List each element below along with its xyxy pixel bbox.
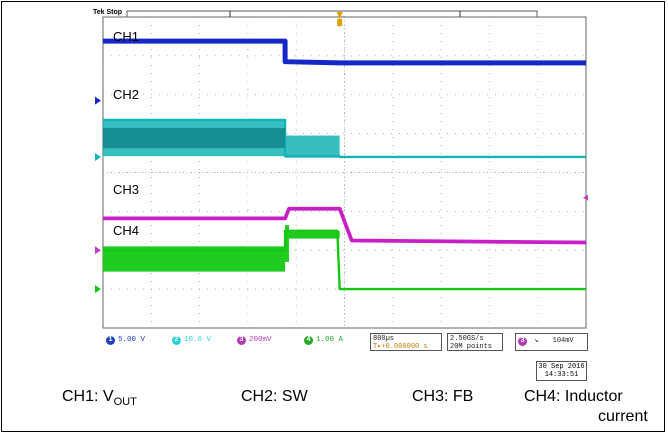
trace-ch4-band — [288, 230, 340, 239]
ch3-badge: 3 — [237, 336, 246, 345]
trace-ch1 — [103, 38, 586, 66]
date-text: 30 Sep 2016 — [538, 363, 585, 371]
ch4-scale: 4 1.00 A — [304, 336, 343, 345]
ch2-label: CH2 — [113, 87, 140, 102]
ch4-ground-marker — [95, 285, 101, 294]
ch1-scale-value: 5.00 V — [118, 336, 146, 344]
scope-status-title: Tek Stop — [93, 9, 123, 16]
trace-ch2-band — [285, 135, 340, 158]
trigger-slope-icon: ↘ — [530, 337, 543, 345]
ch1-scale: 1 5.00 V — [106, 336, 145, 345]
ch1-label: CH1 — [113, 29, 140, 44]
scope-status-bar: 1 5.00 V 2 10.0 V 3 200mV 4 1.00 A 800µs T▸+… — [100, 333, 588, 355]
ch1-badge: 1 — [106, 336, 115, 345]
ch4-label: CH4 — [113, 223, 140, 238]
trigger-box: 3 ↘ 104mV — [515, 333, 588, 351]
trigger-position-value: T▸+0.000000 s — [373, 343, 428, 351]
caption-ch4: CH4: Inductor — [524, 388, 623, 405]
caption-ch3: CH3: FB — [412, 388, 474, 405]
timestamp-box: 30 Sep 2016 14:33:51 — [536, 361, 587, 381]
ch2-ground-marker — [95, 152, 101, 161]
ch2-badge: 2 — [172, 336, 181, 345]
caption-ch1-text: CH1: V — [62, 388, 114, 405]
ch3-ground-marker — [95, 246, 101, 255]
ch3-label: CH3 — [113, 182, 140, 197]
record-bar — [126, 10, 538, 18]
time-text: 14:33:51 — [544, 371, 579, 379]
caption-ch1: CH1: VOUT — [62, 388, 137, 408]
caption-ch1-subscript: OUT — [113, 396, 137, 409]
sample-rate-value: 2.50GS/s — [450, 335, 484, 343]
trace-ch4 — [103, 229, 586, 291]
ch4-badge: 4 — [304, 336, 313, 345]
trace-ch3 — [103, 206, 587, 245]
trace-ch4-band — [285, 224, 289, 262]
ch1-ground-marker — [95, 96, 101, 105]
trace-ch2 — [103, 118, 586, 159]
timebase-value: 800µs — [373, 335, 395, 343]
ch4-scale-value: 1.00 A — [316, 336, 344, 344]
ch3-scale-value: 200mV — [249, 336, 272, 344]
acquisition-box: 2.50GS/s 20M points — [447, 333, 503, 351]
ch2-scale-value: 10.0 V — [184, 336, 212, 344]
caption-ch4-line2: current — [598, 408, 648, 425]
ch2-scale: 2 10.0 V — [172, 336, 211, 345]
trigger-source-badge: 3 — [518, 337, 527, 346]
trigger-level-marker — [583, 194, 588, 201]
caption-ch2: CH2: SW — [241, 388, 308, 405]
trigger-position-marker — [336, 12, 343, 19]
trace-ch2-dense-band — [103, 128, 286, 149]
timebase-box: 800µs T▸+0.000000 s — [370, 333, 442, 351]
trigger-level-value: 104mV — [552, 337, 574, 345]
ch3-scale: 3 200mV — [237, 336, 272, 345]
record-length-value: 20M points — [450, 343, 493, 351]
